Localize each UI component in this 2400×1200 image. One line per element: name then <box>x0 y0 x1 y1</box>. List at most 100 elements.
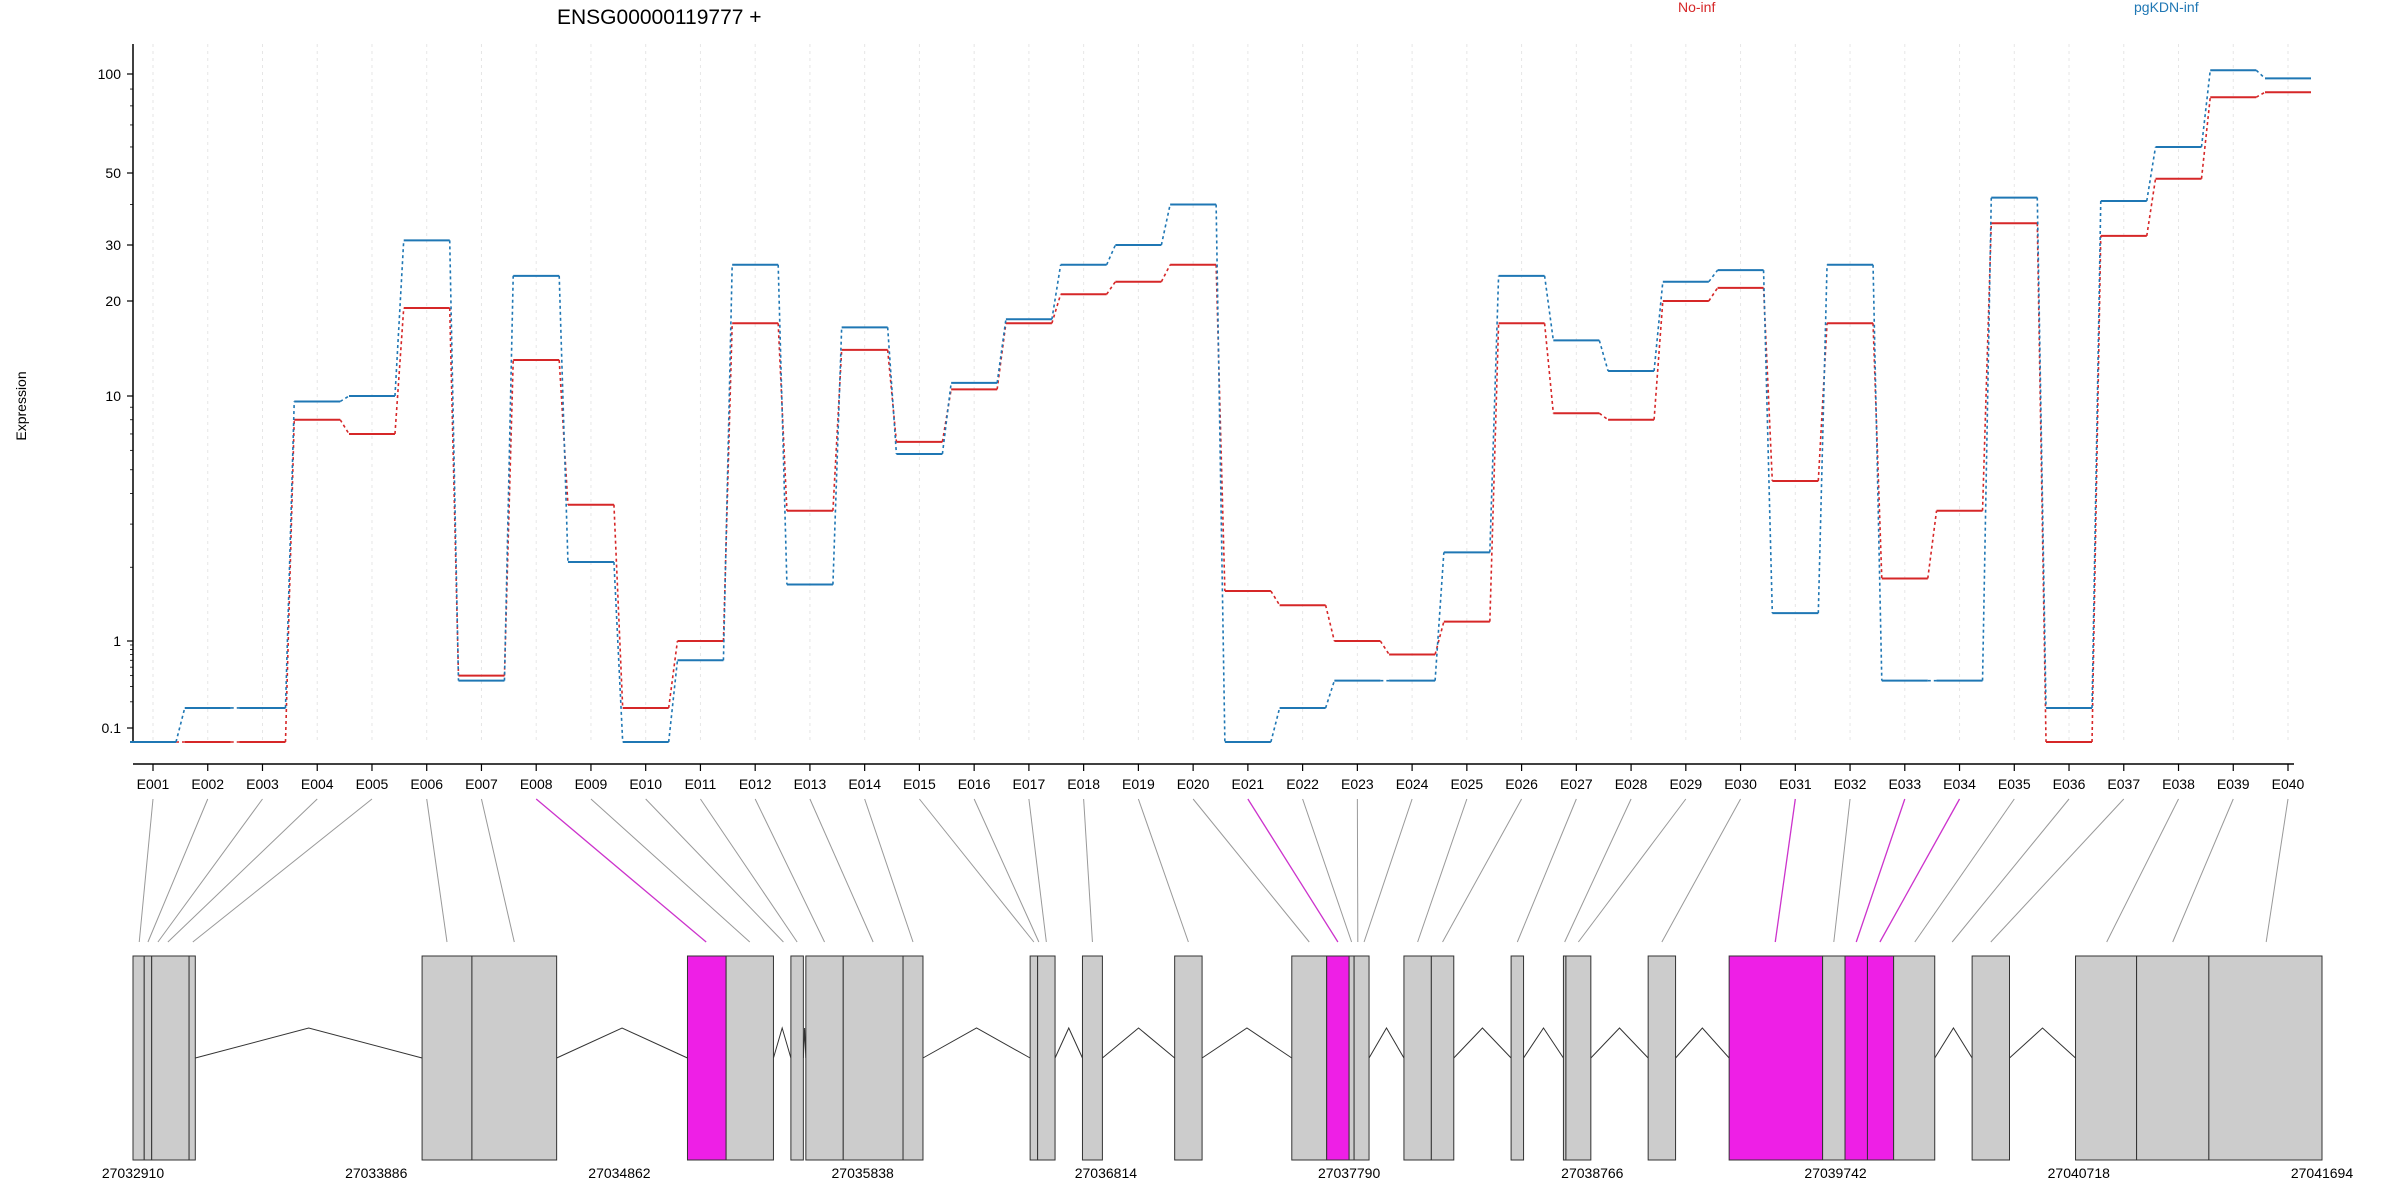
connector <box>667 660 679 743</box>
x-tick-label: E039 <box>2217 776 2250 792</box>
connector <box>1215 204 1226 743</box>
connector <box>1927 510 1938 579</box>
mapping-line <box>138 798 154 943</box>
x-tick-label: E019 <box>1122 776 1155 792</box>
connector <box>1489 323 1500 622</box>
genomic-coordinate-axis: 27032910 27033886 27034862 27035838 27036814… <box>102 1165 2354 1181</box>
connector <box>1762 270 1774 614</box>
connector <box>1324 605 1336 642</box>
connector <box>1708 287 1719 302</box>
x-tick-label: E023 <box>1341 776 1374 792</box>
exon <box>1348 955 1355 1161</box>
x-tick-label: E004 <box>301 776 334 792</box>
x-tick-label: E006 <box>410 776 443 792</box>
x-tick-label: E007 <box>465 776 498 792</box>
x-tick-label: E009 <box>575 776 608 792</box>
x-ticks: E001 E002 E003 E004 E005 E006 E007 E008 E009 E010… <box>137 764 2305 792</box>
mapping-line <box>1855 798 1906 943</box>
mapping-line <box>973 798 1040 943</box>
x-tick-label: E014 <box>848 776 881 792</box>
exon <box>132 955 145 1161</box>
connector <box>2255 69 2266 79</box>
connector <box>1981 197 1993 681</box>
y-axis-label: Expression <box>13 371 29 440</box>
connector <box>339 419 350 435</box>
exon <box>1174 955 1203 1161</box>
mapping-line <box>1028 798 1047 943</box>
mapping-line <box>426 798 448 943</box>
coord-tick-label: 27033886 <box>345 1165 408 1181</box>
exon-highlight <box>686 955 727 1161</box>
exon-highlight <box>1326 955 1350 1161</box>
connector <box>667 640 679 709</box>
connector <box>722 264 733 661</box>
x-tick-label: E031 <box>1779 776 1812 792</box>
x-tick-label: E002 <box>191 776 224 792</box>
exon <box>188 955 196 1161</box>
coord-tick-label: 27036814 <box>1075 1165 1138 1181</box>
exon <box>1403 955 1432 1161</box>
connector <box>339 395 350 403</box>
x-tick-label: E036 <box>2053 776 2086 792</box>
exon <box>725 955 774 1161</box>
connector <box>503 360 515 676</box>
x-tick-label: E018 <box>1067 776 1100 792</box>
legend-label-no-inf: No-inf <box>1678 0 1715 15</box>
intron <box>1102 1027 1175 1059</box>
exon-mapping-lines <box>138 798 2289 943</box>
mapping-line <box>1577 798 1687 943</box>
connector <box>1105 281 1117 295</box>
coord-tick-label: 27038766 <box>1561 1165 1624 1181</box>
mapping-line <box>1083 798 1093 943</box>
exon <box>902 955 924 1161</box>
exon <box>421 955 473 1161</box>
mapping-line <box>809 798 874 943</box>
intron <box>1523 1027 1564 1059</box>
exon <box>471 955 558 1161</box>
gene-model <box>132 955 2323 1161</box>
x-tick-label: E028 <box>1615 776 1648 792</box>
grid-layer <box>152 44 2289 742</box>
mapping-line <box>1442 798 1523 943</box>
x-tick-label: E022 <box>1286 776 1319 792</box>
exon <box>2075 955 2138 1161</box>
x-tick-label: E017 <box>1013 776 1046 792</box>
y-tick-label: 10 <box>105 388 121 404</box>
intron <box>2009 1027 2076 1059</box>
x-tick-label: E016 <box>958 776 991 792</box>
intron <box>1590 1027 1649 1059</box>
connector <box>1270 707 1281 743</box>
coord-tick-label: 27035838 <box>832 1165 895 1181</box>
exon <box>1510 955 1525 1161</box>
connector <box>1817 264 1828 614</box>
mapping-line <box>157 798 263 943</box>
mapping-line <box>754 798 825 943</box>
x-tick-label: E015 <box>903 776 936 792</box>
x-tick-label: E024 <box>1396 776 1429 792</box>
connector <box>1160 264 1171 283</box>
connector <box>1489 275 1500 553</box>
mapping-line <box>1564 798 1632 943</box>
connector <box>1598 340 1609 372</box>
exon <box>842 955 904 1161</box>
connector <box>175 707 186 743</box>
legend-label-pgkdn-inf: pgKDN-inf <box>2134 0 2199 15</box>
coord-tick-label: 27037790 <box>1318 1165 1381 1181</box>
x-tick-label: E033 <box>1888 776 1921 792</box>
intron <box>1453 1027 1512 1059</box>
x-tick-label: E021 <box>1232 776 1265 792</box>
exon <box>151 955 190 1161</box>
mapping-line <box>167 798 318 943</box>
x-tick-label: E010 <box>629 776 662 792</box>
x-tick-label: E020 <box>1177 776 1210 792</box>
mapping-line <box>1951 798 2070 943</box>
connector <box>1324 680 1336 709</box>
connector <box>1598 412 1609 421</box>
intron <box>1368 1027 1405 1059</box>
mapping-line <box>1833 798 1851 943</box>
mapping-line <box>1990 798 2125 943</box>
exon-highlight <box>1728 955 1824 1161</box>
mapping-line <box>147 798 209 943</box>
coord-tick-label: 27040718 <box>2048 1165 2111 1181</box>
connector <box>777 323 788 511</box>
